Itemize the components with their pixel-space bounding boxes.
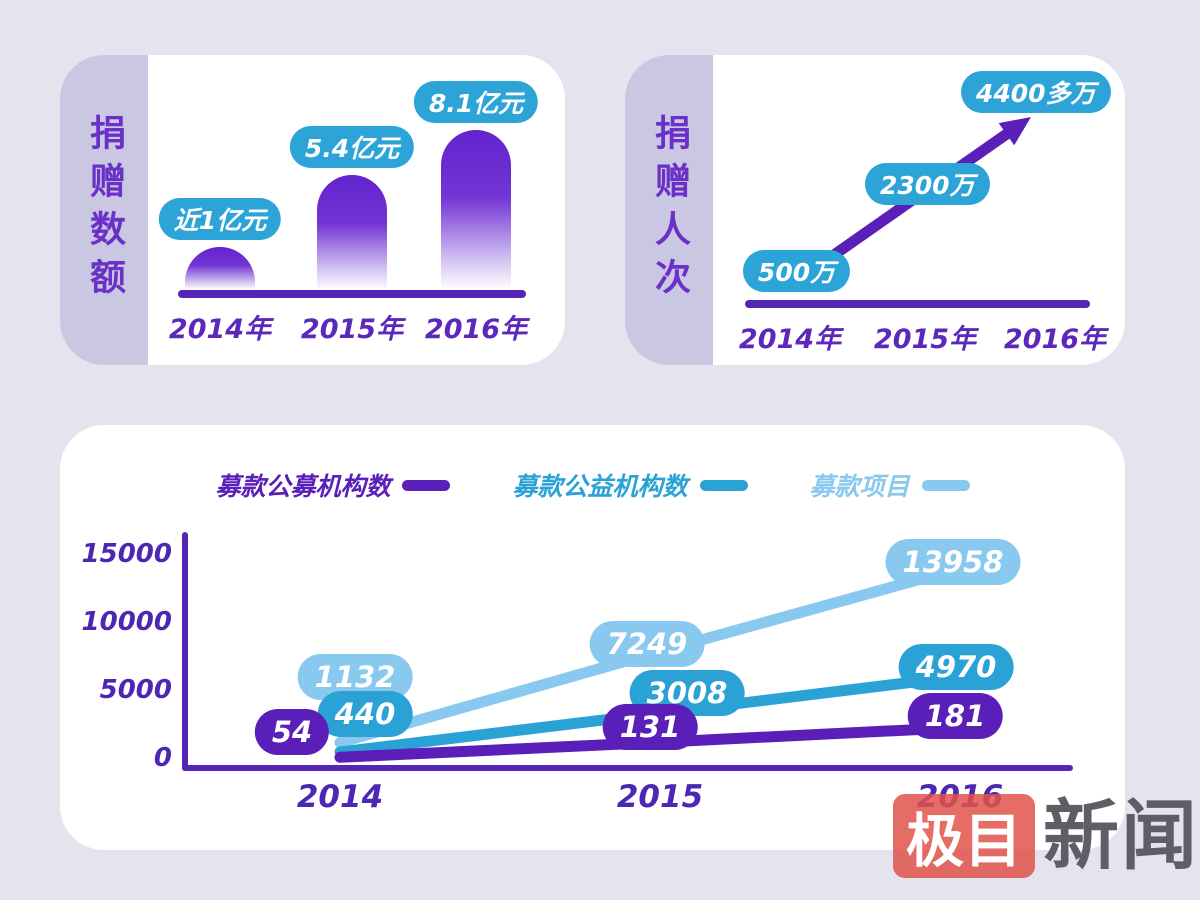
donor-count-arrow-chart: 500万 2300万 4400多万 2014年 2015年 2016年	[713, 55, 1125, 365]
donation-bar	[317, 175, 387, 290]
legend-label: 募款公募机构数	[215, 472, 391, 501]
y-tick-label: 5000	[99, 675, 172, 705]
value-badge: 4970	[898, 644, 1014, 691]
x-tick-label: 2014	[296, 779, 384, 815]
value-badge: 7249	[589, 621, 705, 668]
value-pill: 4400多万	[961, 71, 1111, 113]
value-badge: 13958	[885, 539, 1021, 586]
legend-item: 募款公募机构数	[215, 467, 451, 503]
donation-amount-title: 捐赠数额	[84, 114, 125, 306]
x-axis-line	[178, 290, 526, 298]
value-pill: 5.4亿元	[289, 126, 415, 168]
year-label: 2014年	[168, 314, 272, 345]
legend-swatch-icon	[402, 479, 451, 491]
year-label: 2014年	[738, 324, 842, 355]
year-label: 2016年	[424, 314, 528, 345]
year-label: 2016年	[1003, 324, 1107, 355]
jimu-news-watermark: 极目 新闻	[893, 794, 1199, 878]
value-pill: 近1亿元	[158, 198, 282, 240]
y-tick-label: 0	[153, 743, 172, 773]
donor-count-title: 捐赠人次	[649, 114, 690, 306]
legend-item: 募款公益机构数	[512, 467, 748, 503]
value-badge: 54	[254, 709, 330, 756]
x-axis-line	[745, 300, 1090, 308]
card-donor-count: 捐赠人次 500万 2300万 4400多万 2014年 2015年 2016年	[625, 55, 1125, 365]
year-label: 2015年	[873, 324, 977, 355]
card-fundraising-stats: 募款公募机构数 募款公益机构数 募款项目 0 5000 10000 15000 2014 201…	[60, 425, 1125, 850]
legend-label: 募款项目	[809, 472, 910, 501]
donor-count-title-strip: 捐赠人次	[625, 55, 713, 365]
card-donation-amount: 捐赠数额 近1亿元 2014年 5.4亿元 2015年 8.1亿元 2016年	[60, 55, 565, 365]
fundraising-line-chart: 募款公募机构数 募款公益机构数 募款项目 0 5000 10000 15000 2014 201…	[60, 425, 1125, 850]
value-pill: 2300万	[865, 163, 990, 205]
donation-bar	[441, 130, 511, 290]
donation-amount-bar-chart: 近1亿元 2014年 5.4亿元 2015年 8.1亿元 2016年	[148, 55, 565, 365]
x-tick-label: 2015	[616, 779, 704, 815]
chart-legend: 募款公募机构数 募款公益机构数 募款项目	[60, 467, 1125, 503]
value-pill: 500万	[743, 250, 851, 292]
y-tick-label: 10000	[81, 607, 172, 637]
jimu-logo-label: 新闻	[1043, 791, 1199, 880]
donation-amount-title-strip: 捐赠数额	[60, 55, 148, 365]
legend-label: 募款公益机构数	[512, 472, 688, 501]
jimu-logo-badge: 极目	[893, 794, 1035, 878]
legend-swatch-icon	[921, 479, 970, 491]
value-badge: 440	[317, 691, 413, 737]
value-badge: 181	[907, 692, 1003, 739]
legend-item: 募款项目	[810, 467, 970, 503]
legend-swatch-icon	[699, 479, 748, 491]
donation-bar	[185, 247, 255, 290]
y-tick-label: 15000	[81, 539, 172, 569]
arrow-head	[998, 117, 1031, 146]
value-badge: 131	[602, 704, 698, 751]
year-label: 2015年	[300, 314, 404, 345]
value-pill: 8.1亿元	[413, 81, 539, 123]
